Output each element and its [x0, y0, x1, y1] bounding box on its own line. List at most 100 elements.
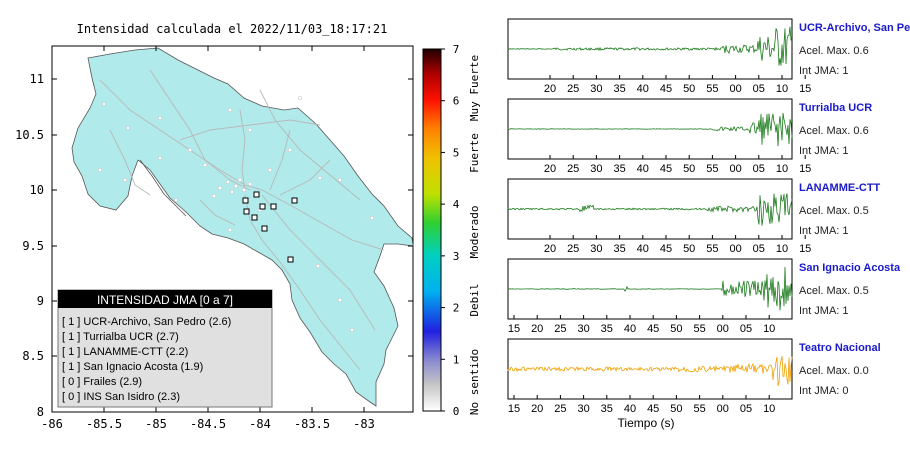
accel-max-label: Acel. Max. 0.5 — [799, 205, 869, 217]
waveform-tick-label: 55 — [706, 163, 718, 175]
category-muy-fuerte: Muy Fuerte — [468, 55, 481, 121]
accel-max-label: Acel. Max. 0.5 — [799, 285, 869, 297]
waveform-tick-label: 30 — [577, 323, 589, 335]
map-y-tick-label: 10.5 — [15, 128, 44, 142]
waveform-tick-label: 10 — [763, 403, 775, 415]
waveform-tick-label: 25 — [567, 163, 579, 175]
waveform-tick-label: 25 — [554, 403, 566, 415]
waveform-tick-label: 50 — [670, 403, 682, 415]
waveform-tick-label: 00 — [729, 83, 741, 95]
waveform-tick-label: 05 — [753, 163, 765, 175]
legend-item: [ 1 ] San Ignacio Acosta (1.9) — [62, 361, 203, 373]
waveform-tick-label: 35 — [613, 83, 625, 95]
waveform-tick-label: 35 — [601, 403, 613, 415]
legend-item: [ 1 ] Turrialba UCR (2.7) — [62, 331, 179, 343]
colorbar-tick-label: 6 — [453, 95, 460, 108]
colorbar-tick-label: 7 — [453, 43, 460, 56]
waveform-panel: 15 20 25 30 35 40 45 50 55 00 05 10 San Ignacio Acos… — [507, 258, 901, 335]
map-x-tick-label: -86 — [41, 417, 63, 431]
legend-item: [ 1 ] LANAMME-CTT (2.2) — [62, 346, 188, 358]
map-x-tick-label: -83.5 — [294, 417, 330, 431]
waveform-tick-label: 15 — [508, 323, 520, 335]
waveform-tick-label: 30 — [590, 83, 602, 95]
waveform-tick-label: 15 — [799, 83, 811, 95]
waveform-tick-label: 05 — [753, 83, 765, 95]
station-marker — [261, 225, 268, 232]
station-marker — [287, 256, 294, 263]
category-fuerte: Fuerte — [468, 133, 481, 173]
accel-max-label: Acel. Max. 0.0 — [799, 365, 869, 377]
map-y-axis: 11 10.5 10 9.5 9 8.5 8 — [15, 72, 413, 419]
waveform-tick-label: 55 — [706, 83, 718, 95]
waveform-tick-label: 05 — [740, 323, 752, 335]
waveform-tick-label: 15 — [799, 163, 811, 175]
waveform-trace — [507, 193, 793, 226]
waveform-tick-label: 40 — [624, 323, 636, 335]
legend-box — [57, 289, 273, 408]
colorbar-ticks: 7 6 5 4 3 2 1 0 — [441, 43, 460, 418]
waveform-tick-label: 05 — [740, 403, 752, 415]
waveform-tick-label: 10 — [763, 323, 775, 335]
waveform-tick-label: 15 — [508, 403, 520, 415]
station-marker — [243, 208, 250, 215]
waveform-panel: 15 20 25 30 35 40 45 50 55 00 05 10 Teatro Nacional A… — [507, 338, 881, 430]
waveform-tick-label: 10 — [776, 243, 788, 255]
colorbar-tick-label: 3 — [453, 250, 460, 263]
legend-header — [58, 290, 272, 308]
waveform-panel: 20 25 30 35 40 45 50 55 00 05 10 15 Turrialba UCR Ace… — [507, 98, 872, 175]
station-name: Teatro Nacional — [799, 342, 881, 354]
waveform-tick-label: 40 — [624, 403, 636, 415]
waveform-trace — [507, 113, 793, 147]
waveform-tick-label: 30 — [590, 243, 602, 255]
waveform-tick-label: 50 — [670, 323, 682, 335]
category-no-sentido: No sentido — [468, 349, 481, 415]
intensity-colorbar: 7 6 5 4 3 2 1 0 Muy Fuerte Fuerte Moderado Debi… — [422, 43, 481, 418]
waveform-tick-label: 20 — [531, 323, 543, 335]
waveform-tick-label: 25 — [567, 243, 579, 255]
station-name: LANAMME-CTT — [799, 182, 881, 194]
waveform-tick-label: 45 — [647, 323, 659, 335]
station-marker — [270, 203, 277, 210]
waveform-trace — [507, 26, 793, 66]
colorbar-tick-label: 2 — [453, 302, 460, 315]
waveform-tick-label: 45 — [660, 83, 672, 95]
waveform-tick-label: 40 — [637, 243, 649, 255]
station-marker — [242, 197, 249, 204]
accel-max-label: Acel. Max. 0.6 — [799, 45, 869, 57]
waveform-panel: 20 25 30 35 40 45 50 55 00 05 10 15 UCR-Archivo, San… — [507, 18, 910, 95]
waveform-tick-label: 05 — [753, 243, 765, 255]
map-y-tick-label: 11 — [30, 72, 44, 86]
map-x-tick-label: -85 — [145, 417, 167, 431]
legend-item: [ 1 ] UCR-Archivo, San Pedro (2.6) — [62, 316, 231, 328]
city-dots — [97, 95, 375, 333]
colorbar-tick-label: 0 — [453, 405, 460, 418]
map-title: Intensidad calculada el 2022/11/03_18:17… — [77, 22, 388, 36]
colorbar-gradient — [422, 48, 442, 412]
station-marker — [253, 191, 260, 198]
waveform-tick-label: 00 — [717, 323, 729, 335]
map-x-tick-label: -85.5 — [86, 417, 122, 431]
costa-rica-land — [71, 47, 414, 407]
waveform-tick-label: 55 — [693, 403, 705, 415]
map-x-tick-label: -83 — [353, 417, 375, 431]
waveform-tick-label: 20 — [544, 243, 556, 255]
station-marker — [251, 214, 258, 221]
waveform-tick-label: 00 — [729, 243, 741, 255]
map-y-tick-label: 8.5 — [22, 349, 44, 363]
station-name: San Ignacio Acosta — [799, 262, 901, 274]
map-y-tick-label: 8 — [37, 405, 44, 419]
map-panel: 11 10.5 10 9.5 9 8.5 8 -86 -85.5 -85 -84.5 -84 -83.… — [15, 45, 414, 431]
waveform-tick-label: 45 — [660, 243, 672, 255]
map-x-axis: -86 -85.5 -85 -84.5 -84 -83.5 -83 — [41, 46, 375, 431]
accel-max-label: Acel. Max. 0.6 — [799, 125, 869, 137]
waveform-tick-label: 10 — [776, 83, 788, 95]
waveform-frame — [507, 338, 793, 400]
road-network — [99, 69, 385, 371]
legend-item: [ 0 ] Frailes (2.9) — [62, 376, 142, 388]
waveform-tick-label: 25 — [567, 83, 579, 95]
waveform-tick-label: 40 — [637, 163, 649, 175]
time-axis-label: Tiempo (s) — [618, 416, 675, 430]
map-x-tick-label: -84 — [249, 417, 271, 431]
waveform-tick-label: 55 — [693, 323, 705, 335]
waveform-tick-label: 20 — [544, 83, 556, 95]
